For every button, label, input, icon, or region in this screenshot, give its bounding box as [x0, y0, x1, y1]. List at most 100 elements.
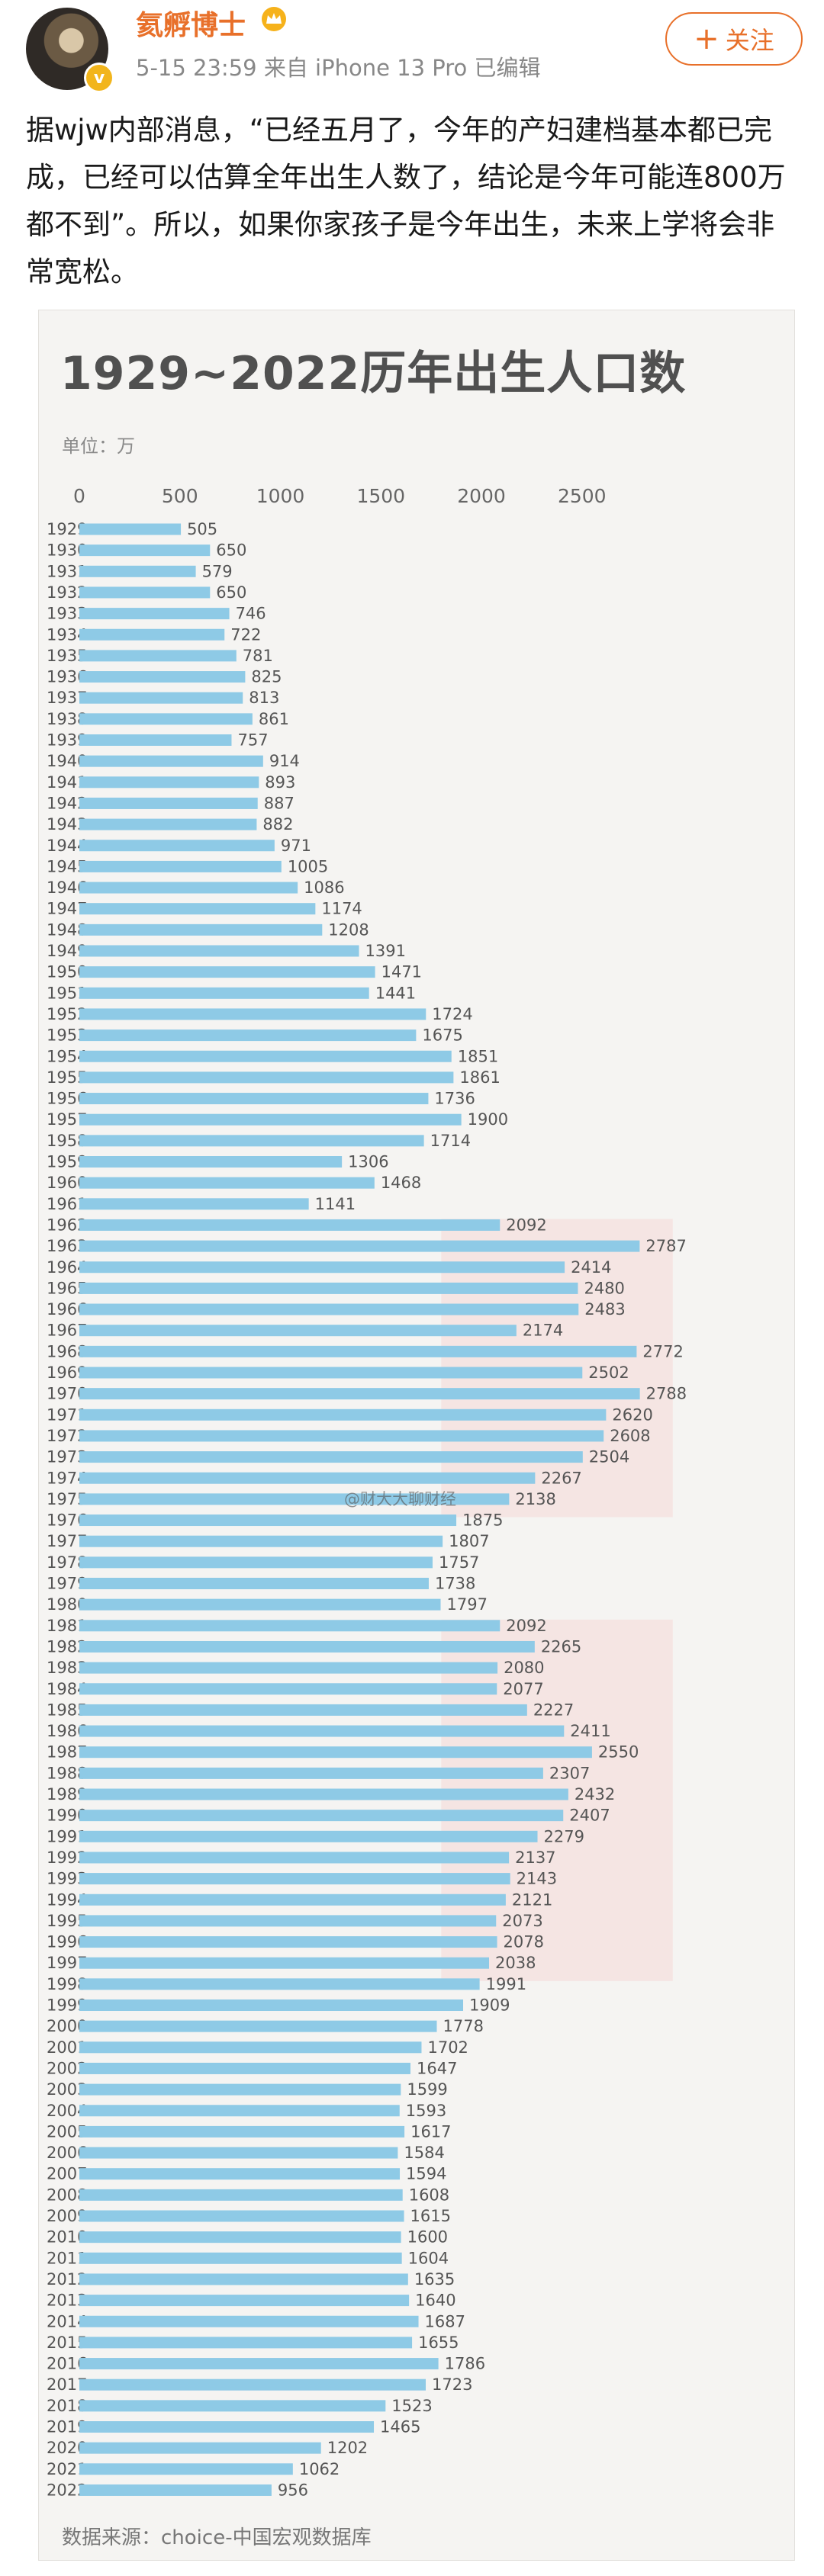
bar-value-label: 861: [259, 710, 289, 728]
bar-value-label: 1738: [435, 1575, 475, 1593]
bar-value-label: 1615: [410, 2207, 451, 2225]
bar: [79, 2189, 403, 2201]
bar-value-label: 1655: [418, 2333, 459, 2352]
bar-value-label: 887: [264, 794, 295, 812]
bar-value-label: 1471: [381, 963, 422, 981]
bar-value-label: 2307: [549, 1764, 590, 1782]
bar: [79, 987, 369, 999]
bar: [79, 2484, 272, 2496]
bar-value-label: 2073: [502, 1912, 542, 1930]
tick-label: 1500: [356, 485, 405, 507]
bar: [79, 1873, 510, 1885]
bar-value-label: 1797: [447, 1595, 488, 1614]
tick-label: 1000: [256, 485, 305, 507]
bar-value-label: 2092: [506, 1617, 546, 1635]
bar-value-label: 2504: [589, 1448, 629, 1466]
bar-value-label: 1786: [445, 2355, 485, 2373]
bar-value-label: 1174: [321, 900, 362, 918]
bar: [79, 1050, 452, 1062]
bar: [79, 840, 275, 852]
tick-label: 500: [162, 485, 198, 507]
bar-value-label: 1584: [404, 2144, 444, 2162]
bar: [79, 1746, 592, 1759]
bar: [79, 523, 182, 535]
bar-value-label: 2608: [610, 1427, 650, 1445]
bar: [79, 1725, 565, 1737]
bar: [79, 1999, 464, 2011]
bar: [79, 628, 225, 641]
bar-value-label: 1851: [458, 1047, 498, 1065]
bar: [79, 1893, 506, 1906]
bar-value-label: 1306: [348, 1153, 388, 1171]
bar-value-label: 757: [237, 731, 268, 750]
bar: [79, 2442, 321, 2454]
bar: [79, 1261, 565, 1274]
bar-value-label: 882: [262, 815, 293, 834]
bar: [79, 2168, 401, 2180]
bar: [79, 1578, 429, 1589]
bar: [79, 923, 323, 936]
bar-value-label: 1086: [304, 878, 344, 897]
bar: [79, 1113, 462, 1126]
author-name[interactable]: 氦孵博士: [136, 10, 246, 41]
bar-value-label: 1523: [391, 2397, 432, 2415]
bar-value-label: 2080: [504, 1659, 544, 1677]
bar: [79, 1303, 579, 1315]
bar: [79, 1788, 568, 1800]
bar: [79, 586, 211, 599]
bar-value-label: 1391: [365, 942, 406, 960]
bar-value-label: 971: [281, 837, 311, 855]
bar-value-label: 2227: [533, 1701, 574, 1719]
bar: [79, 2125, 405, 2138]
bar: [79, 1345, 637, 1357]
follow-button[interactable]: + 关注: [665, 12, 803, 66]
bar: [79, 1598, 441, 1611]
bar-value-label: 1604: [408, 2249, 449, 2267]
bar-value-label: 893: [265, 773, 295, 792]
bar: [79, 1852, 510, 1864]
verified-badge-icon: v: [84, 63, 114, 93]
bar-value-label: 579: [202, 562, 233, 580]
bar-value-label: 1593: [406, 2102, 446, 2120]
bar: [79, 544, 211, 557]
bar-value-label: 1640: [415, 2292, 455, 2310]
bar: [79, 755, 263, 767]
bar-value-label: 1468: [381, 1174, 421, 1192]
bar: [79, 776, 259, 789]
bar: [79, 1071, 454, 1084]
bar: [79, 1915, 497, 1927]
bar: [79, 608, 230, 620]
tick-label: 2500: [558, 485, 607, 507]
bar-value-label: 1757: [439, 1553, 479, 1572]
bar: [79, 1683, 497, 1695]
bar-value-label: 2092: [506, 1216, 546, 1234]
bar: [79, 1662, 498, 1674]
bar: [79, 1325, 517, 1337]
bar: [79, 1535, 443, 1547]
bar-value-label: 1714: [430, 1132, 471, 1150]
plus-icon: +: [694, 21, 719, 56]
bar: [79, 2315, 419, 2327]
bar: [79, 2378, 426, 2391]
bar: [79, 1135, 424, 1147]
bar-value-label: 1202: [327, 2439, 368, 2457]
bar: [79, 1093, 429, 1105]
bar-value-label: 2772: [642, 1342, 683, 1360]
bar: [79, 1514, 457, 1527]
bar-value-label: 914: [269, 752, 300, 770]
bar: [79, 2273, 408, 2285]
watermark: @财大大聊财经: [344, 1490, 456, 1508]
bar-value-label: 650: [216, 541, 246, 560]
chart-card: 0 500 1000 1500 2000 2500 1929 505 1930 650 1931 57…: [38, 310, 795, 2561]
bar: [79, 2252, 402, 2264]
bar: [79, 1177, 375, 1189]
bar-value-label: 1600: [407, 2228, 448, 2247]
bar: [79, 1957, 490, 1969]
bar: [79, 1830, 538, 1842]
bar: [79, 1156, 343, 1168]
bar-value-label: 722: [230, 625, 261, 644]
bar: [79, 1008, 426, 1020]
bar: [79, 713, 253, 725]
bar: [79, 1029, 417, 1042]
